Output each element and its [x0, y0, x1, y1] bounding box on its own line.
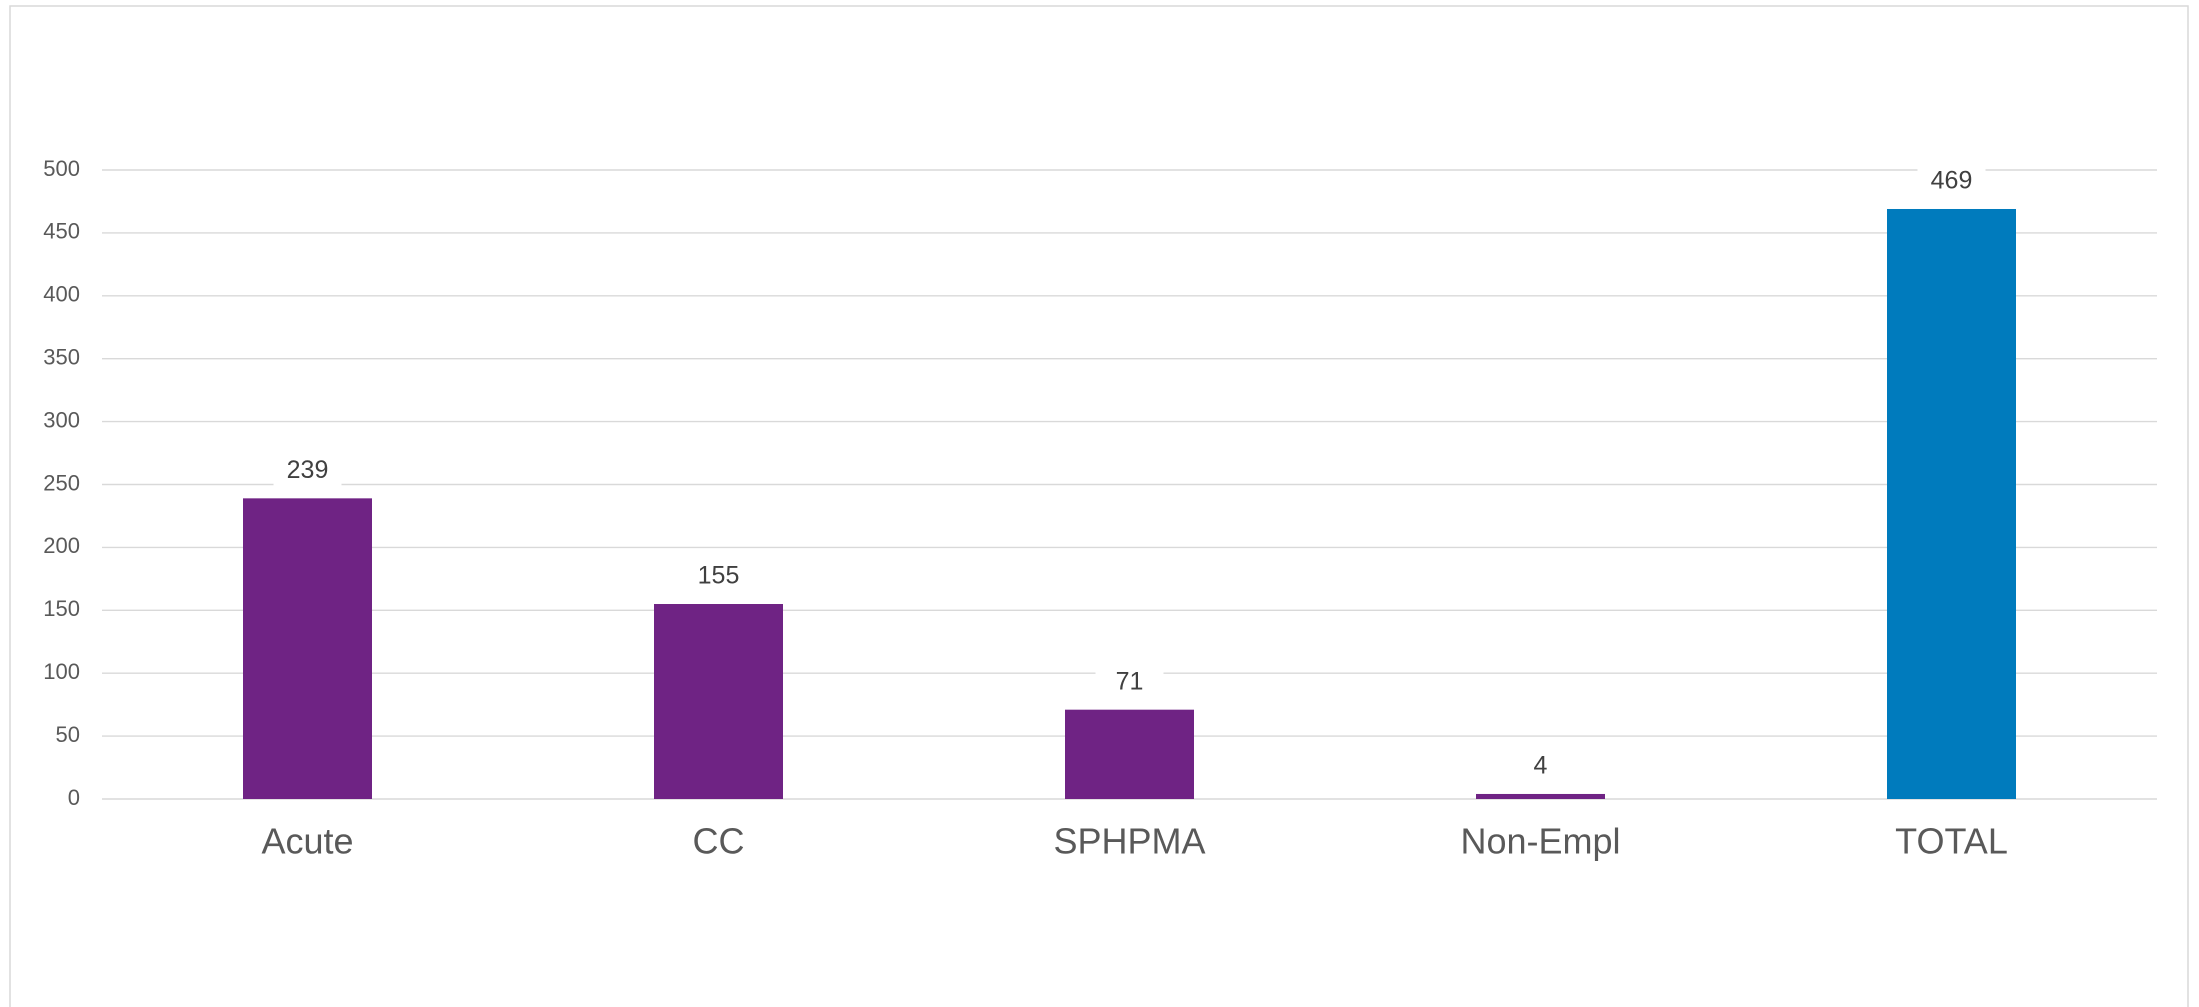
y-tick-label: 400: [43, 282, 80, 307]
data-label: 71: [1116, 667, 1144, 695]
bar: [243, 498, 372, 799]
x-tick-label: SPHPMA: [1053, 821, 1205, 862]
data-label-background: [273, 455, 342, 488]
data-label-background: [684, 561, 753, 594]
x-tick-label: Acute: [261, 821, 353, 862]
y-tick-label: 150: [43, 596, 80, 621]
data-label-background: [1917, 165, 1986, 198]
x-tick-label: Non-Empl: [1460, 821, 1620, 862]
y-tick-label: 250: [43, 470, 80, 495]
chart-frame: [9, 5, 2189, 1007]
y-tick-label: 200: [43, 533, 80, 558]
data-label: 469: [1931, 167, 1973, 195]
y-tick-label: 300: [43, 407, 80, 432]
data-label: 4: [1534, 752, 1548, 780]
y-tick-label: 50: [56, 722, 80, 747]
bar: [1887, 208, 2016, 800]
x-tick-label: CC: [693, 821, 745, 862]
data-label-background: [1506, 750, 1575, 783]
bar: [1476, 793, 1605, 799]
data-label-background: [1095, 666, 1164, 699]
y-tick-label: 100: [43, 659, 80, 684]
x-tick-label: TOTAL: [1895, 821, 2008, 862]
bar: [654, 604, 783, 799]
y-tick-label: 0: [68, 785, 80, 810]
y-tick-label: 350: [43, 345, 80, 370]
bar: [1065, 709, 1194, 799]
y-tick-label: 500: [43, 156, 80, 181]
data-label: 155: [698, 562, 740, 590]
data-label: 239: [287, 456, 329, 484]
y-tick-label: 450: [43, 219, 80, 244]
